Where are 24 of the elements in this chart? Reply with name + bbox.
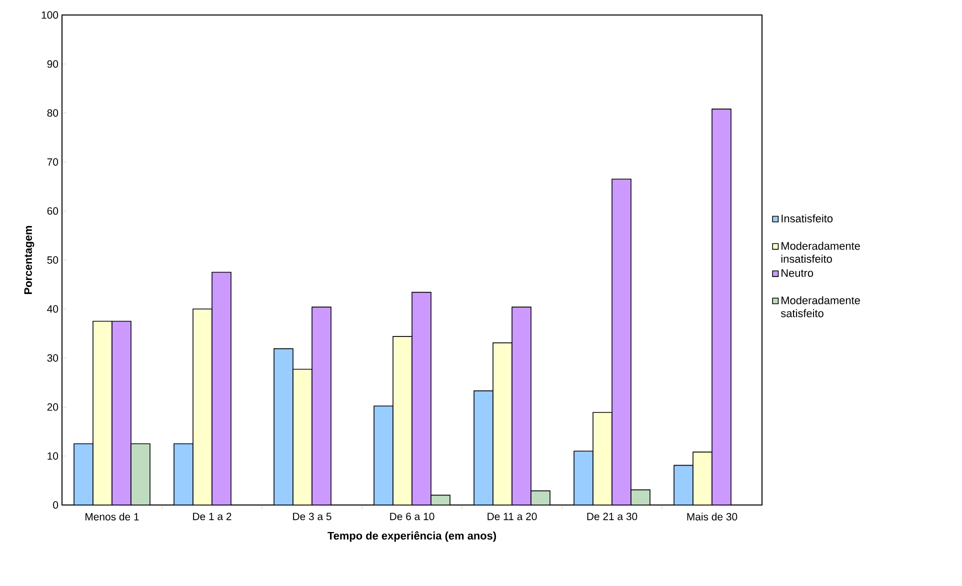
y-tick-label: 90 <box>47 60 58 68</box>
x-tick-label: Mais de 30 <box>687 512 738 520</box>
y-tick-label: 30 <box>47 354 58 362</box>
x-tick-label: De 6 a 10 <box>390 512 434 520</box>
y-tick-label: 0 <box>53 501 58 509</box>
y-tick-label: 70 <box>47 158 58 166</box>
y-tick-label: 20 <box>47 403 58 411</box>
legend-label: Moderadamente insatisfeito <box>781 242 860 263</box>
x-tick-label: Menos de 1 <box>86 512 139 520</box>
y-axis-title: Porcentagem <box>24 226 34 294</box>
x-tick-label: De 1 a 2 <box>193 512 232 520</box>
y-tick-label: 80 <box>47 109 58 117</box>
y-tick-label: 100 <box>42 11 58 19</box>
x-axis-title: Tempo de experiência (em anos) <box>328 531 496 542</box>
x-tick-label: De 3 a 5 <box>293 512 332 520</box>
legend-label: Moderadamente satisfeito <box>780 296 860 318</box>
y-tick-label: 60 <box>47 207 58 215</box>
x-tick-label: De 11 a 20 <box>488 512 537 520</box>
y-tick-label: 50 <box>47 256 58 264</box>
x-tick-label: De 21 a 30 <box>587 512 638 520</box>
legend-label: Insatisfeito <box>782 214 833 222</box>
y-tick-label: 10 <box>48 452 58 460</box>
legend-label: Neutro <box>782 269 814 277</box>
y-tick-label: 40 <box>47 305 58 313</box>
